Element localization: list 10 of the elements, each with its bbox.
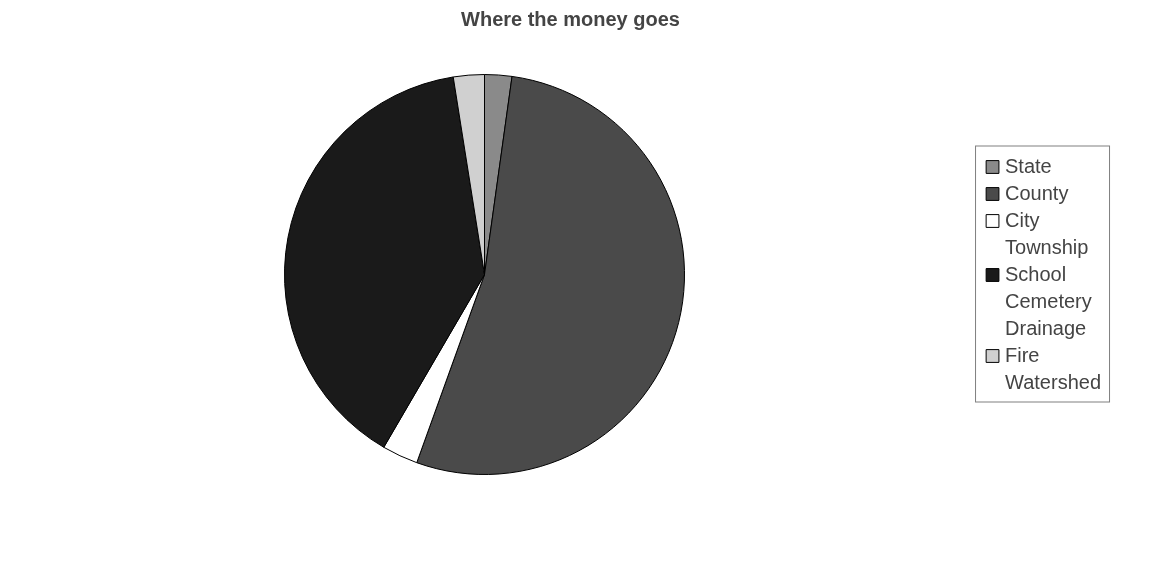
category-label: Township bbox=[1005, 235, 1089, 258]
legend-label: County bbox=[1005, 181, 1069, 205]
legend-label: Fire bbox=[1005, 343, 1040, 367]
legend-label: School bbox=[1005, 262, 1067, 286]
category-label: Drainage bbox=[1005, 316, 1087, 339]
chart-title: Where the money goes bbox=[461, 7, 680, 30]
legend-label: State bbox=[1005, 154, 1052, 178]
legend-label: City bbox=[1005, 208, 1040, 232]
category-label: Watershed bbox=[1005, 370, 1101, 393]
category-label: Cemetery bbox=[1005, 289, 1092, 312]
